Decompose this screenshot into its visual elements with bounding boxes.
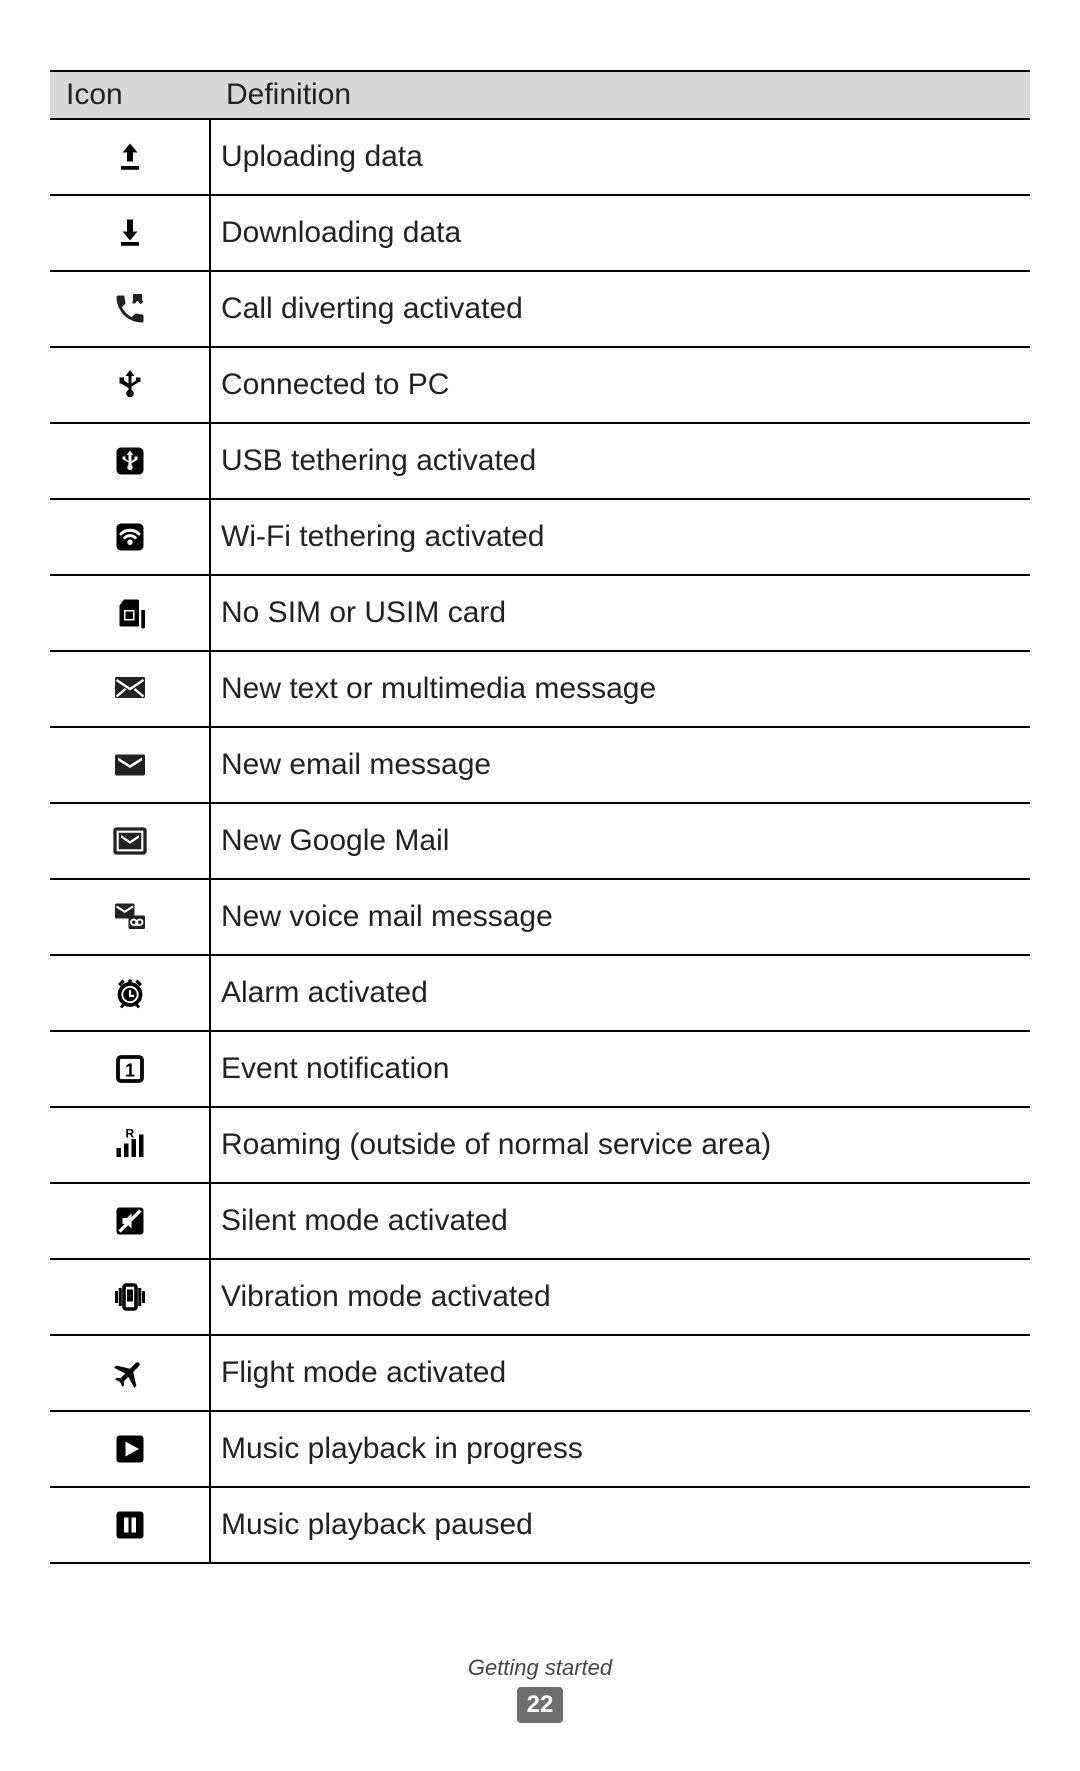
upload-icon (50, 119, 210, 195)
definition-cell: Vibration mode activated (210, 1259, 1030, 1335)
pause-icon (50, 1487, 210, 1563)
svg-text:R: R (125, 1127, 134, 1141)
table-row: New text or multimedia message (50, 651, 1030, 727)
definition-cell: Downloading data (210, 195, 1030, 271)
definition-cell: Music playback in progress (210, 1411, 1030, 1487)
play-icon (50, 1411, 210, 1487)
definition-cell: Alarm activated (210, 955, 1030, 1031)
definition-cell: Wi-Fi tethering activated (210, 499, 1030, 575)
definition-cell: Silent mode activated (210, 1183, 1030, 1259)
usb-tether-icon (50, 423, 210, 499)
definition-cell: Flight mode activated (210, 1335, 1030, 1411)
flight-icon (50, 1335, 210, 1411)
definition-cell: No SIM or USIM card (210, 575, 1030, 651)
page: Icon Definition Uploading dataDownloadin… (0, 0, 1080, 1771)
table-row: Call diverting activated (50, 271, 1030, 347)
table-row: Flight mode activated (50, 1335, 1030, 1411)
vibration-icon (50, 1259, 210, 1335)
table-row: R Roaming (outside of normal service area… (50, 1107, 1030, 1183)
table-row: Connected to PC (50, 347, 1030, 423)
definition-cell: Call diverting activated (210, 271, 1030, 347)
definition-cell: New voice mail message (210, 879, 1030, 955)
usb-icon (50, 347, 210, 423)
no-sim-icon (50, 575, 210, 651)
definition-cell: Music playback paused (210, 1487, 1030, 1563)
table-row: New Google Mail (50, 803, 1030, 879)
header-icon: Icon (50, 71, 210, 119)
definition-cell: Event notification (210, 1031, 1030, 1107)
download-icon (50, 195, 210, 271)
definition-cell: New Google Mail (210, 803, 1030, 879)
roaming-icon: R (50, 1107, 210, 1183)
table-row: Wi-Fi tethering activated (50, 499, 1030, 575)
gmail-icon (50, 803, 210, 879)
table-row: New voice mail message (50, 879, 1030, 955)
table-row: Music playback paused (50, 1487, 1030, 1563)
definition-cell: Roaming (outside of normal service area) (210, 1107, 1030, 1183)
wifi-tether-icon (50, 499, 210, 575)
sms-icon (50, 651, 210, 727)
footer-section: Getting started (0, 1655, 1080, 1681)
alarm-icon (50, 955, 210, 1031)
voicemail-icon (50, 879, 210, 955)
table-row: Downloading data (50, 195, 1030, 271)
footer-page-number: 22 (517, 1687, 564, 1723)
table-row: No SIM or USIM card (50, 575, 1030, 651)
definition-cell: Uploading data (210, 119, 1030, 195)
silent-icon (50, 1183, 210, 1259)
table-row: Silent mode activated (50, 1183, 1030, 1259)
definition-cell: New text or multimedia message (210, 651, 1030, 727)
table-row: 1 Event notification (50, 1031, 1030, 1107)
table-row: USB tethering activated (50, 423, 1030, 499)
email-icon (50, 727, 210, 803)
call-divert-icon (50, 271, 210, 347)
page-footer: Getting started 22 (0, 1655, 1080, 1723)
svg-text:1: 1 (124, 1061, 134, 1081)
table-row: Music playback in progress (50, 1411, 1030, 1487)
definition-cell: USB tethering activated (210, 423, 1030, 499)
table-header-row: Icon Definition (50, 71, 1030, 119)
event-icon: 1 (50, 1031, 210, 1107)
table-row: Vibration mode activated (50, 1259, 1030, 1335)
header-definition: Definition (210, 71, 1030, 119)
table-row: Alarm activated (50, 955, 1030, 1031)
definition-cell: New email message (210, 727, 1030, 803)
table-row: Uploading data (50, 119, 1030, 195)
table-row: New email message (50, 727, 1030, 803)
definition-cell: Connected to PC (210, 347, 1030, 423)
icon-definition-table: Icon Definition Uploading dataDownloadin… (50, 70, 1030, 1564)
